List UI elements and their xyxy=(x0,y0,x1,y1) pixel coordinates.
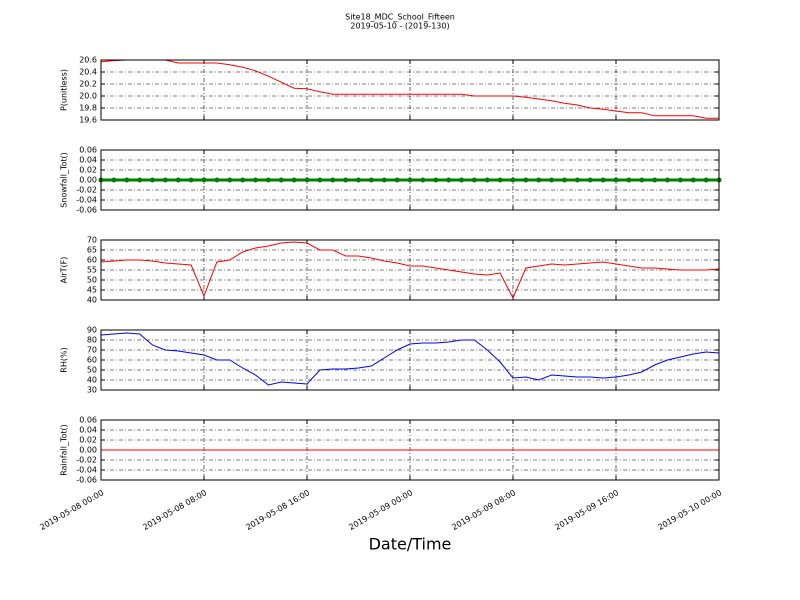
data-line xyxy=(100,332,720,386)
data-point xyxy=(394,177,400,183)
y-tick-label: 90 xyxy=(87,326,97,335)
y-tick-label: 20.2 xyxy=(79,80,97,89)
data-point xyxy=(150,177,155,183)
y-tick-label: 40 xyxy=(87,376,97,385)
y-tick-label: 0.04 xyxy=(79,156,97,165)
data-point xyxy=(677,177,683,183)
y-tick-label: 0.06 xyxy=(79,416,97,425)
data-point xyxy=(639,177,645,183)
data-point xyxy=(111,177,117,183)
plot-frame xyxy=(100,239,720,301)
data-point xyxy=(188,177,194,183)
data-point xyxy=(240,177,246,183)
data-point xyxy=(343,177,349,183)
data-point xyxy=(356,177,361,183)
data-point xyxy=(587,177,593,183)
data-point xyxy=(459,177,464,183)
y-tick-label: 70 xyxy=(87,236,97,245)
plot-frame xyxy=(100,329,720,391)
y-tick-label: 60 xyxy=(87,256,97,265)
data-point xyxy=(600,177,606,183)
chart-title: Site18_MDC_School_Fifteen xyxy=(345,13,455,22)
y-tick-label: 20.0 xyxy=(79,92,97,101)
y-tick-label: 20.4 xyxy=(79,68,97,77)
y-tick-label: 0.06 xyxy=(79,146,97,155)
y-tick-label: 45 xyxy=(87,286,97,295)
data-point xyxy=(562,177,567,183)
y-tick-label: 30 xyxy=(87,386,97,395)
data-point xyxy=(523,177,529,183)
data-point xyxy=(201,177,207,183)
data-point xyxy=(652,177,658,183)
data-point xyxy=(317,177,323,183)
data-point xyxy=(304,177,310,183)
y-tick-label: 19.6 xyxy=(79,116,97,125)
data-point xyxy=(253,177,258,183)
data-point xyxy=(574,177,580,183)
y-tick-label: 20.6 xyxy=(79,56,97,65)
y-tick-label: 60 xyxy=(87,356,97,365)
y-tick-label: 70 xyxy=(87,346,97,355)
data-point xyxy=(471,177,477,183)
y-tick-label: 40 xyxy=(87,296,97,305)
y-tick-label: -0.02 xyxy=(76,456,97,465)
y-tick-label: -0.06 xyxy=(76,476,97,485)
data-point xyxy=(420,177,426,183)
data-point xyxy=(137,177,143,183)
data-point xyxy=(446,177,452,183)
data-point xyxy=(214,177,220,183)
y-tick-label: -0.02 xyxy=(76,186,97,195)
data-point xyxy=(407,177,413,183)
y-tick-label: 80 xyxy=(87,336,97,345)
data-point xyxy=(227,177,233,183)
plot-frame xyxy=(100,149,720,211)
x-axis-label: Date/Time xyxy=(369,535,452,554)
y-tick-label: -0.06 xyxy=(76,206,97,215)
y-tick-label: 50 xyxy=(87,276,97,285)
y-axis-label: AirT(F) xyxy=(60,257,69,284)
data-point xyxy=(497,177,503,183)
data-point xyxy=(433,177,439,183)
data-line xyxy=(100,241,720,300)
y-tick-label: -0.04 xyxy=(76,196,97,205)
data-line xyxy=(100,59,719,119)
data-point xyxy=(510,177,516,183)
y-tick-label: 0.00 xyxy=(79,176,97,185)
y-tick-label: 0.02 xyxy=(79,166,97,175)
y-tick-label: 50 xyxy=(87,366,97,375)
data-point xyxy=(162,177,168,183)
data-point xyxy=(536,177,542,183)
chart-subtitle: 2019-05-10 - (2019-130) xyxy=(350,22,449,31)
y-axis-label: RH(%) xyxy=(60,347,69,372)
y-tick-label: 19.8 xyxy=(79,104,97,113)
y-tick-label: 0.02 xyxy=(79,436,97,445)
data-point xyxy=(549,177,555,183)
data-point xyxy=(484,177,490,183)
plot-frame xyxy=(100,59,720,121)
data-point xyxy=(626,177,632,183)
data-point xyxy=(613,177,619,183)
data-point xyxy=(278,177,284,183)
data-point xyxy=(703,177,709,183)
y-axis-label: P(unitless) xyxy=(60,69,69,111)
data-point xyxy=(330,177,336,183)
data-point xyxy=(665,177,670,183)
data-point xyxy=(381,177,387,183)
y-axis-label: Rainfall_Tot() xyxy=(60,424,69,476)
data-point xyxy=(124,177,130,183)
plot-frame xyxy=(100,419,720,481)
y-tick-label: 0.00 xyxy=(79,446,97,455)
data-point xyxy=(175,177,181,183)
y-tick-label: -0.04 xyxy=(76,466,97,475)
data-point xyxy=(368,177,374,183)
data-point xyxy=(291,177,297,183)
y-tick-label: 0.04 xyxy=(79,426,97,435)
data-point xyxy=(690,177,696,183)
y-axis-label: Snowfall_Tot() xyxy=(60,152,69,208)
y-tick-label: 55 xyxy=(87,266,97,275)
data-point xyxy=(265,177,271,183)
y-tick-label: 65 xyxy=(87,246,97,255)
